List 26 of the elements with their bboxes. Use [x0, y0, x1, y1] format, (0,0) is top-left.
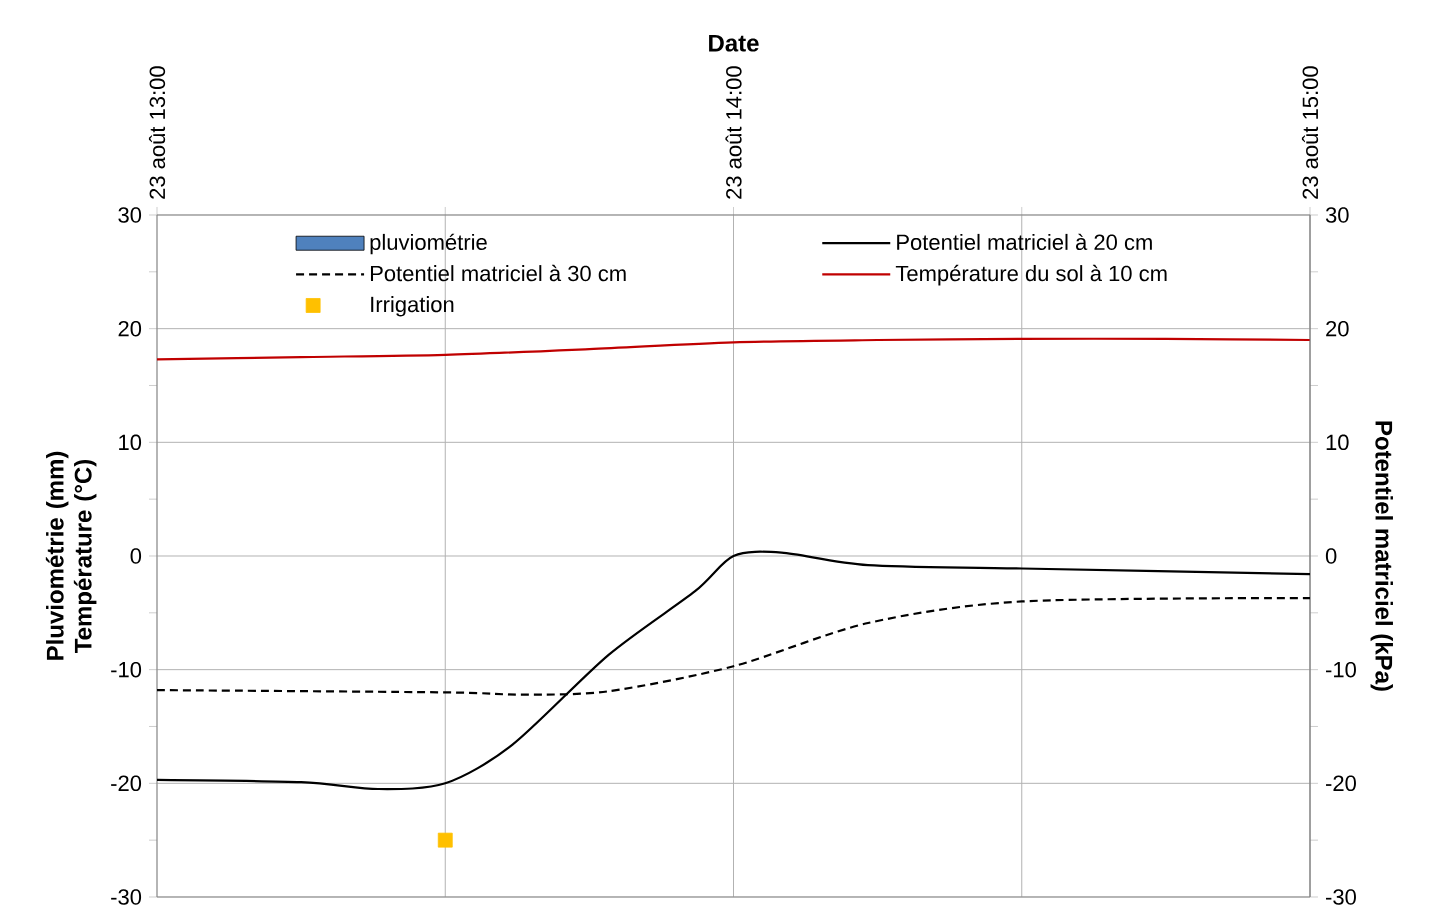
legend-label: Irrigation	[371, 296, 454, 317]
y2-tick-label: -30	[1326, 889, 1356, 905]
y2-tick-label: 10	[1326, 434, 1349, 451]
legend-label: Température du sol à 10 cm	[895, 264, 1167, 286]
y2-axis-title: Potentiel matriciel (kPa)	[1370, 421, 1393, 691]
y-tick-label: 10	[119, 434, 142, 451]
y2-tick-label: -20	[1326, 775, 1356, 792]
legend-label: Potentiel matriciel à 20 cm	[897, 233, 1152, 251]
x-axis-title: Date	[709, 34, 759, 52]
y-tick-label: -30	[111, 889, 142, 905]
y-axis-title: Pluviométrie (mm) Température (°C)	[45, 451, 97, 660]
x-tick-label: 23 août 14:00	[725, 66, 742, 199]
y-tick-label: -20	[111, 775, 142, 792]
y-tick-label: -10	[111, 661, 142, 678]
y-tick-label: 0	[130, 548, 142, 564]
y-tick-label: 20	[118, 320, 142, 337]
x-tick-label: 23 août 13:00	[148, 66, 166, 199]
x-tick-label: 23 août 15:00	[1301, 66, 1319, 199]
line-series	[155, 337, 1312, 361]
y-tick-label: 30	[118, 207, 142, 223]
y2-tick-label: 0	[1325, 548, 1337, 564]
y2-tick-label: -10	[1326, 661, 1356, 678]
y2-tick-label: 20	[1326, 320, 1349, 337]
y2-tick-label: 30	[1325, 207, 1349, 223]
legend-label: Potentiel matriciel à 30 cm	[370, 264, 626, 282]
legend-label: pluviométrie	[370, 233, 487, 255]
